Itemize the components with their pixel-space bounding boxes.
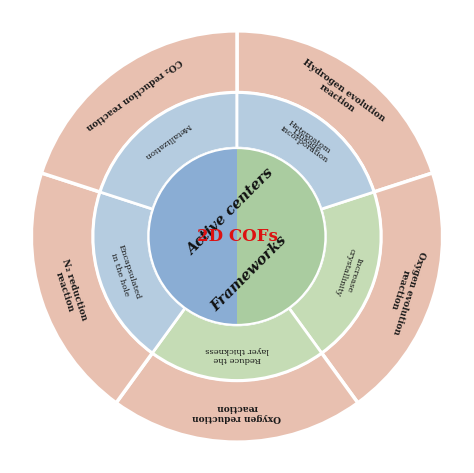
Text: Encapsulated
in the hole: Encapsulated in the hole bbox=[108, 243, 142, 303]
Wedge shape bbox=[322, 173, 443, 403]
Text: Heteroatom
incorporation: Heteroatom incorporation bbox=[278, 117, 335, 165]
Text: Increase
crystallinity: Increase crystallinity bbox=[334, 246, 365, 299]
Wedge shape bbox=[237, 148, 326, 325]
Wedge shape bbox=[152, 308, 322, 380]
Wedge shape bbox=[237, 148, 281, 236]
Wedge shape bbox=[237, 31, 433, 192]
Text: Frameworks: Frameworks bbox=[209, 233, 290, 314]
Text: CO₂ reduction reaction: CO₂ reduction reaction bbox=[84, 57, 183, 132]
Text: Active centers: Active centers bbox=[185, 166, 277, 258]
Text: N₂ reduction
reaction: N₂ reduction reaction bbox=[51, 257, 89, 324]
Text: Reduce the
layer thickness: Reduce the layer thickness bbox=[205, 346, 269, 363]
Text: Metallization: Metallization bbox=[143, 121, 192, 160]
Text: 2D COFs: 2D COFs bbox=[197, 228, 277, 245]
Wedge shape bbox=[116, 353, 358, 442]
Wedge shape bbox=[237, 93, 374, 209]
Wedge shape bbox=[100, 93, 237, 209]
Wedge shape bbox=[41, 31, 237, 192]
Wedge shape bbox=[193, 236, 237, 325]
Text: Hydrogen evolution
reaction: Hydrogen evolution reaction bbox=[294, 57, 386, 131]
Wedge shape bbox=[31, 173, 152, 403]
Wedge shape bbox=[237, 93, 374, 209]
Text: Oxygen reduction
reaction: Oxygen reduction reaction bbox=[192, 403, 282, 422]
Text: Oxygen evolution
reaction: Oxygen evolution reaction bbox=[382, 246, 427, 335]
Text: Linkage: Linkage bbox=[291, 128, 323, 154]
Wedge shape bbox=[289, 192, 381, 353]
Wedge shape bbox=[93, 192, 185, 353]
Circle shape bbox=[148, 148, 326, 325]
